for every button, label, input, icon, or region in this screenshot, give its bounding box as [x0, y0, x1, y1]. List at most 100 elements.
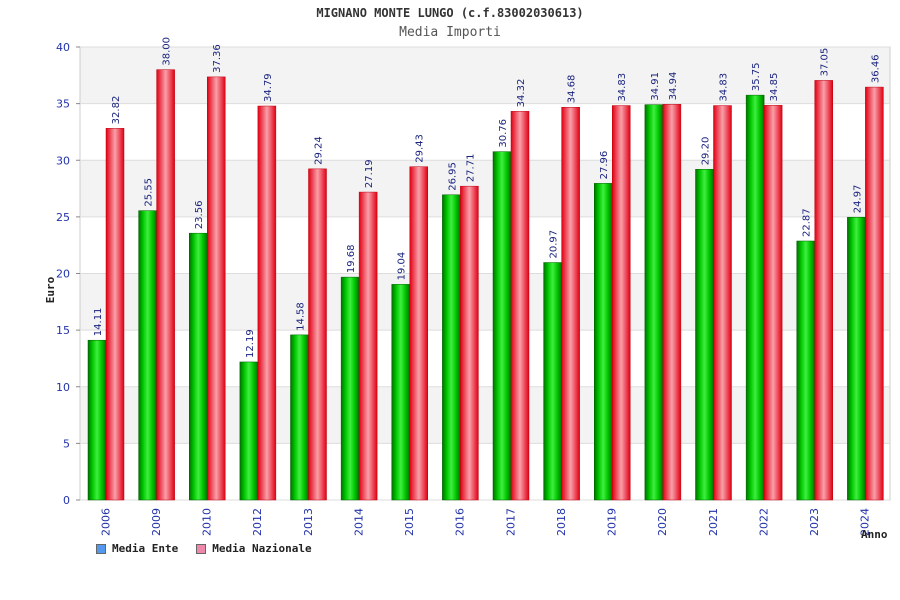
bar-ente: [87, 339, 107, 501]
data-label: 22.87: [802, 208, 813, 237]
x-tick-label: 2017: [504, 508, 517, 536]
x-tick-label: 2022: [757, 508, 770, 536]
y-tick-label: 40: [56, 41, 70, 54]
data-label: 29.20: [701, 137, 712, 166]
bar-nazionale: [612, 105, 631, 501]
data-label: 29.43: [415, 134, 426, 163]
data-label: 14.11: [93, 308, 104, 337]
data-label: 38.00: [162, 37, 173, 66]
data-label: 34.94: [668, 72, 679, 101]
legend-label: Media Nazionale: [212, 542, 312, 555]
x-axis-label: Anno: [861, 528, 888, 541]
bar-ente: [796, 240, 815, 501]
bar-ente: [695, 169, 714, 501]
data-label: 36.46: [870, 54, 881, 83]
bar-nazionale: [257, 105, 277, 501]
bar-ente: [290, 334, 309, 501]
bar-ente: [138, 210, 157, 501]
y-axis-label: Euro: [44, 276, 57, 303]
x-tick-label: 2021: [707, 508, 720, 536]
x-tick-label: 2010: [201, 508, 214, 536]
data-label: 12.19: [245, 329, 256, 358]
x-tick-label: 2019: [606, 508, 619, 536]
bar-ente: [442, 194, 461, 501]
x-tick-label: 2024: [859, 508, 872, 536]
legend: Media Ente Media Nazionale: [96, 542, 312, 555]
bar-ente: [189, 232, 208, 501]
data-label: 34.83: [719, 73, 730, 102]
legend-swatch: [96, 543, 106, 554]
bar-ente: [239, 361, 259, 501]
bar-nazionale: [713, 105, 732, 501]
legend-swatch: [196, 543, 207, 554]
data-label: 35.75: [751, 62, 762, 91]
bar-nazionale: [105, 128, 125, 501]
data-label: 34.85: [769, 73, 780, 102]
data-label: 23.56: [194, 201, 205, 230]
x-tick-label: 2012: [251, 508, 264, 536]
bar-ente: [492, 151, 512, 501]
x-tick-label: 2016: [454, 508, 467, 536]
data-label: 34.79: [263, 73, 274, 102]
bar-nazionale: [207, 76, 226, 501]
legend-item-media-nazionale: Media Nazionale: [196, 542, 312, 555]
bar-ente: [340, 276, 360, 501]
data-label: 32.82: [111, 96, 122, 125]
x-tick-label: 2006: [99, 508, 112, 536]
y-tick-label: 10: [56, 381, 70, 394]
data-label: 19.68: [346, 244, 357, 273]
data-label: 27.19: [364, 159, 375, 188]
y-tick-label: 35: [56, 98, 70, 111]
y-tick-label: 25: [56, 211, 70, 224]
bar-nazionale: [561, 106, 580, 501]
bar-nazionale: [460, 185, 479, 501]
bar-ente: [391, 284, 410, 501]
bar-nazionale: [865, 86, 884, 501]
x-tick-label: 2014: [352, 508, 365, 536]
y-tick-label: 5: [63, 437, 70, 450]
chart-subtitle: Media Importi: [399, 25, 501, 40]
data-label: 14.58: [296, 302, 307, 331]
y-tick-label: 30: [56, 154, 70, 167]
x-tick-label: 2020: [656, 508, 669, 536]
legend-label: Media Ente: [112, 542, 179, 555]
data-label: 34.91: [650, 72, 661, 101]
data-label: 34.68: [567, 75, 578, 104]
y-tick-label: 20: [56, 268, 70, 281]
bar-nazionale: [308, 168, 327, 501]
data-label: 37.36: [212, 44, 223, 73]
data-label: 30.76: [498, 119, 509, 148]
bar-ente: [594, 183, 613, 501]
data-label: 25.55: [144, 178, 155, 207]
data-label: 24.97: [852, 185, 863, 214]
bar-nazionale: [510, 111, 530, 501]
data-label: 34.83: [617, 73, 628, 102]
bar-nazionale: [358, 191, 378, 501]
data-label: 34.32: [516, 79, 527, 108]
x-tick-label: 2013: [302, 508, 315, 536]
bar-ente: [745, 94, 765, 501]
data-label: 37.05: [820, 48, 831, 77]
bar-nazionale: [662, 104, 682, 501]
x-tick-label: 2023: [808, 508, 821, 536]
bar-nazionale: [763, 105, 783, 501]
y-tick-label: 0: [63, 494, 70, 507]
bar-ente: [543, 262, 562, 501]
data-label: 19.04: [397, 252, 408, 281]
data-label: 27.71: [465, 154, 476, 183]
chart-title: MIGNANO MONTE LUNGO (c.f.83002030613): [316, 6, 584, 20]
bar-ente: [644, 104, 664, 501]
legend-item-media-ente: Media Ente: [96, 542, 178, 555]
bar-nazionale: [409, 166, 428, 501]
data-label: 20.97: [549, 230, 560, 259]
data-label: 26.95: [447, 162, 458, 191]
bar-nazionale: [814, 80, 833, 501]
x-tick-label: 2015: [403, 508, 416, 536]
bar-ente: [847, 216, 866, 501]
data-label: 27.96: [599, 151, 610, 180]
data-label: 29.24: [314, 136, 325, 165]
bar-nazionale: [156, 69, 175, 501]
x-tick-label: 2018: [555, 508, 568, 536]
x-tick-label: 2009: [150, 508, 163, 536]
